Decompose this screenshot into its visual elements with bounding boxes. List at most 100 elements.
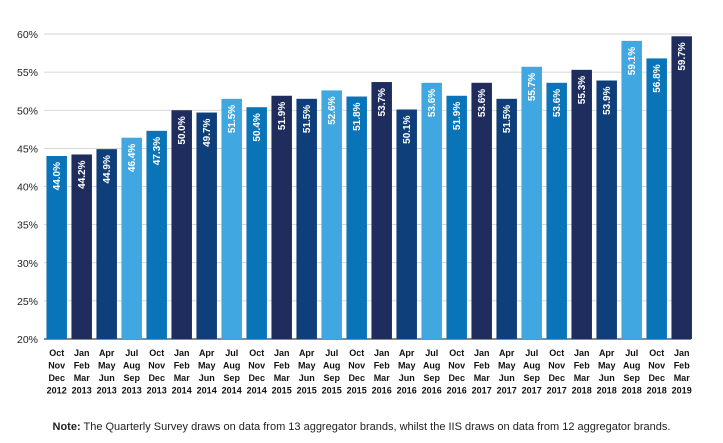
bar <box>596 80 617 339</box>
x-tick-line: 2013 <box>72 386 92 396</box>
bar <box>96 149 117 339</box>
x-tick-line: 2013 <box>147 386 167 396</box>
x-tick-line: Feb <box>574 361 591 371</box>
x-tick-label: Apr May Jun 2018 <box>597 348 617 396</box>
x-tick-line: Nov <box>48 361 65 371</box>
x-tick-line: Oct <box>249 348 264 358</box>
y-tick-label: 60% <box>17 29 38 41</box>
x-tick-label: Oct Nov Dec 2013 <box>147 348 167 396</box>
bar <box>471 82 492 340</box>
x-tick-line: Aug <box>223 361 241 371</box>
x-tick-line: Aug <box>623 361 641 371</box>
x-tick-line: Apr <box>399 348 415 358</box>
x-tick-label: Jan Feb Mar 2013 <box>72 348 92 396</box>
x-tick-line: Sep <box>523 373 540 383</box>
x-tick-line: 2015 <box>297 386 317 396</box>
bar <box>446 95 467 339</box>
x-tick-line: Jun <box>199 373 215 383</box>
x-tick-line: 2018 <box>647 386 667 396</box>
x-tick-label: Jul Aug Sep 2017 <box>522 348 542 396</box>
x-tick-label: Jul Aug Sep 2014 <box>222 348 242 396</box>
x-tick-label: Oct Nov Dec 2012 <box>47 348 67 396</box>
data-label: 46.4% <box>127 144 138 172</box>
x-tick-label: Jul Aug Sep 2013 <box>122 348 142 396</box>
bar <box>171 110 192 339</box>
x-tick-line: 2016 <box>372 386 392 396</box>
x-tick-line: Dec <box>248 373 265 383</box>
x-tick-label: Apr May Jun 2013 <box>97 348 117 396</box>
x-tick-line: Aug <box>423 361 441 371</box>
x-tick-line: Nov <box>348 361 365 371</box>
x-tick-line: Mar <box>74 373 91 383</box>
x-tick-line: Dec <box>48 373 65 383</box>
x-tick-line: Jun <box>299 373 315 383</box>
x-tick-line: 2013 <box>122 386 142 396</box>
y-tick-label: 45% <box>17 143 38 155</box>
note-text: The Quarterly Survey draws on data from … <box>80 421 671 433</box>
x-tick-line: Oct <box>549 348 564 358</box>
x-tick-line: Apr <box>599 348 615 358</box>
x-tick-line: Mar <box>674 373 691 383</box>
x-tick-line: Jul <box>425 348 438 358</box>
bar <box>246 107 267 339</box>
bar <box>496 98 517 339</box>
bar <box>196 112 217 339</box>
x-tick-line: 2016 <box>422 386 442 396</box>
bar <box>571 69 592 340</box>
x-tick-line: Nov <box>448 361 465 371</box>
x-tick-line: May <box>198 361 216 371</box>
chart-note: Note: The Quarterly Survey draws on data… <box>0 421 723 433</box>
x-tick-line: Nov <box>248 361 265 371</box>
x-tick-line: Aug <box>123 361 141 371</box>
data-label: 55.7% <box>527 73 538 101</box>
x-tick-line: Jun <box>499 373 515 383</box>
data-label: 51.9% <box>452 102 463 130</box>
x-tick-line: Feb <box>474 361 491 371</box>
x-tick-label: Jan Feb Mar 2015 <box>272 348 292 396</box>
x-tick-line: Sep <box>123 373 140 383</box>
x-tick-label: Oct Nov Dec 2015 <box>347 348 367 396</box>
x-tick-line: 2015 <box>322 386 342 396</box>
x-tick-label: Jan Feb Mar 2018 <box>572 348 592 396</box>
x-tick-line: May <box>598 361 616 371</box>
x-tick-line: Mar <box>574 373 591 383</box>
x-tick-label: Oct Nov Dec 2014 <box>247 348 267 396</box>
data-label: 51.5% <box>227 105 238 133</box>
x-tick-line: 2018 <box>572 386 592 396</box>
x-tick-line: 2016 <box>397 386 417 396</box>
x-tick-line: May <box>298 361 316 371</box>
x-tick-line: Nov <box>148 361 165 371</box>
data-label: 44.9% <box>102 155 113 183</box>
x-tick-line: Feb <box>274 361 291 371</box>
x-tick-label: Jul Aug Sep 2016 <box>422 348 442 396</box>
x-tick-line: 2018 <box>597 386 617 396</box>
x-tick-label: Oct Nov Dec 2017 <box>547 348 567 396</box>
x-tick-line: Nov <box>548 361 565 371</box>
x-tick-line: Apr <box>199 348 215 358</box>
bar <box>321 90 342 339</box>
y-axis-ticks: 20% 25% 30% 35% 40% 45% 50% 55% 60% <box>17 29 38 346</box>
x-tick-line: Apr <box>99 348 115 358</box>
x-tick-line: Oct <box>649 348 664 358</box>
x-tick-line: Aug <box>323 361 341 371</box>
y-tick-label: 50% <box>17 105 38 117</box>
x-tick-line: Jun <box>399 373 415 383</box>
bar <box>71 154 92 339</box>
x-tick-line: Apr <box>499 348 515 358</box>
x-tick-line: Dec <box>648 373 665 383</box>
data-label: 51.9% <box>277 102 288 130</box>
x-tick-line: Feb <box>74 361 91 371</box>
x-tick-line: Feb <box>374 361 391 371</box>
x-tick-line: Aug <box>523 361 541 371</box>
data-label: 53.6% <box>477 89 488 117</box>
y-tick-label: 55% <box>17 67 38 79</box>
x-tick-line: Jan <box>74 348 90 358</box>
bar <box>421 82 442 340</box>
x-tick-label: Apr May Jun 2017 <box>497 348 517 396</box>
x-tick-line: Sep <box>223 373 240 383</box>
data-label: 52.6% <box>327 96 338 124</box>
x-tick-label: Apr May Jun 2015 <box>297 348 317 396</box>
y-tick-label: 30% <box>17 258 38 270</box>
x-tick-line: Jul <box>125 348 138 358</box>
